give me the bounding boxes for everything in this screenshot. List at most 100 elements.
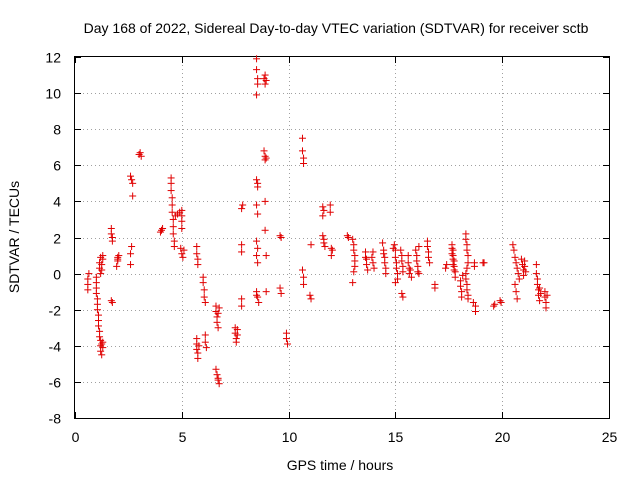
data-point: [127, 250, 135, 258]
data-point: [327, 252, 335, 260]
data-point: [169, 223, 177, 231]
data-point: [96, 333, 104, 341]
data-point: [363, 261, 371, 269]
data-point: [98, 351, 106, 359]
data-point: [99, 252, 107, 260]
data-point: [284, 340, 292, 348]
data-point: [510, 246, 518, 254]
data-point: [414, 268, 422, 276]
data-point: [214, 309, 222, 317]
data-point: [253, 176, 261, 184]
data-point: [178, 217, 186, 225]
data-point: [426, 259, 434, 267]
data-point: [213, 371, 221, 379]
data-point: [319, 212, 327, 220]
data-point: [463, 264, 471, 272]
data-point: [262, 154, 270, 162]
data-point: [255, 298, 263, 306]
data-point: [404, 259, 412, 267]
data-point: [129, 179, 137, 187]
data-point: [261, 80, 269, 88]
data-point: [254, 80, 262, 88]
data-point: [463, 246, 471, 254]
data-point: [253, 91, 261, 99]
data-point: [129, 192, 137, 200]
data-point: [253, 252, 261, 260]
data-point: [107, 297, 115, 305]
data-point: [201, 298, 209, 306]
data-point: [511, 280, 519, 288]
data-point: [462, 275, 470, 283]
data-point: [300, 159, 308, 167]
data-point: [178, 250, 186, 258]
data-point: [99, 344, 107, 352]
data-point: [497, 298, 505, 306]
data-point: [381, 259, 389, 267]
data-point: [511, 253, 519, 261]
data-point: [532, 261, 540, 269]
data-point: [97, 270, 105, 278]
data-point: [349, 235, 357, 243]
data-point: [542, 304, 550, 312]
data-point: [260, 147, 268, 155]
data-point: [462, 235, 470, 243]
data-point: [238, 295, 246, 303]
data-point: [398, 289, 406, 297]
data-point: [194, 354, 202, 362]
data-point: [84, 286, 92, 294]
data-point: [350, 246, 358, 254]
data-point: [406, 266, 414, 274]
x-tick-label: 10: [282, 429, 298, 445]
data-point: [448, 250, 456, 258]
data-point: [404, 252, 412, 260]
data-point: [200, 293, 208, 301]
data-point: [369, 259, 377, 267]
data-point: [170, 243, 178, 251]
data-point: [254, 210, 262, 218]
data-point: [405, 270, 413, 278]
data-point: [239, 201, 247, 209]
data-point: [449, 261, 457, 269]
data-point: [320, 206, 328, 214]
data-point: [442, 264, 450, 272]
data-point: [261, 226, 269, 234]
data-point: [128, 243, 136, 251]
data-point: [543, 291, 551, 299]
data-point: [156, 228, 164, 236]
data-point: [238, 241, 246, 249]
data-point: [463, 286, 471, 294]
data-point: [300, 280, 308, 288]
data-point: [464, 252, 472, 260]
data-point: [262, 252, 270, 260]
data-point: [532, 270, 540, 278]
data-point: [193, 243, 201, 251]
data-point: [380, 250, 388, 258]
data-point: [179, 253, 187, 261]
data-point: [238, 205, 246, 213]
data-point: [298, 147, 306, 155]
data-point: [515, 275, 523, 283]
data-point: [169, 230, 177, 238]
data-point: [382, 270, 390, 278]
data-point: [167, 179, 175, 187]
data-point: [472, 308, 479, 316]
data-point: [480, 259, 488, 267]
data-point: [233, 326, 241, 334]
data-point: [97, 347, 105, 355]
data-point: [327, 244, 335, 252]
data-points: [84, 55, 551, 388]
data-point: [98, 261, 106, 269]
data-point: [213, 318, 221, 326]
data-point: [94, 322, 102, 330]
data-point: [464, 259, 472, 267]
data-point: [159, 224, 167, 232]
data-point: [398, 257, 406, 265]
data-point: [167, 187, 175, 195]
data-point: [490, 302, 498, 310]
data-point: [238, 302, 246, 310]
data-point: [509, 241, 517, 249]
data-point: [451, 273, 459, 281]
data-point: [215, 380, 223, 388]
data-point: [521, 257, 529, 265]
y-axis-label: SDTVAR / TECUs: [6, 181, 22, 293]
